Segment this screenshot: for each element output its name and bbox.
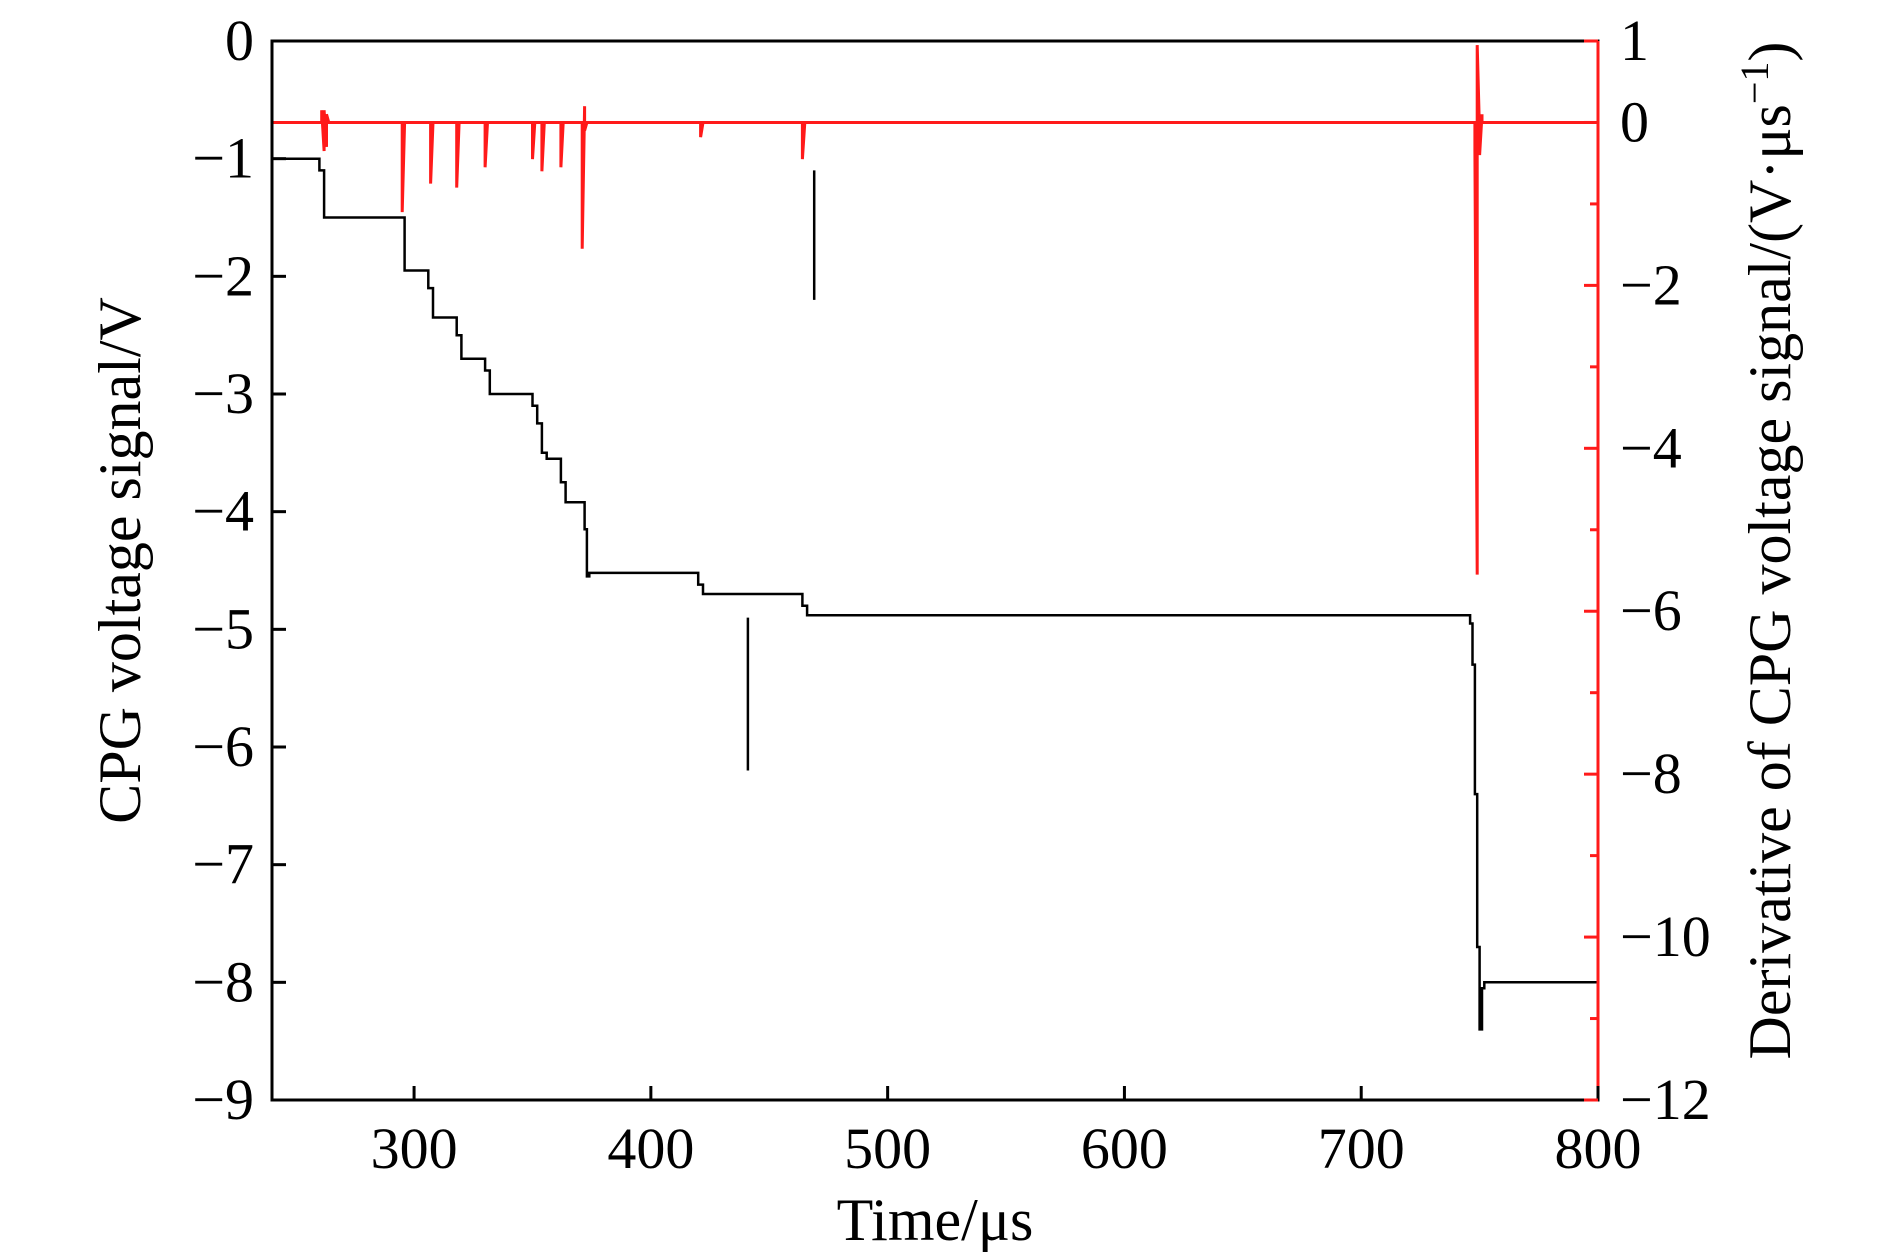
- y-right-axis-title: Derivative of CPG voltage signal/(V·μs−1…: [1732, 42, 1804, 1060]
- x-axis-title: Time/μs: [837, 1187, 1034, 1252]
- y-right-tick-label: −6: [1620, 578, 1682, 643]
- derivative-series-line: [272, 45, 1598, 575]
- y-left-axis-title: CPG voltage signal/V: [87, 297, 153, 824]
- y-left-tick-label: 0: [225, 8, 254, 73]
- y-right-tick-label: −10: [1620, 904, 1711, 969]
- y-left-tick-label: −2: [192, 243, 254, 308]
- plot-frame: [270, 39, 1600, 1102]
- y-right-tick-label: −8: [1620, 741, 1682, 806]
- y-left-tick-label: −7: [192, 832, 254, 897]
- y-left-tick-label: −8: [192, 949, 254, 1014]
- x-tick-label: 700: [1318, 1116, 1405, 1181]
- voltage-series-line: [272, 157, 1598, 1031]
- y-right-tick-label: −4: [1620, 415, 1682, 480]
- x-tick-label: 300: [371, 1116, 458, 1181]
- y-left-tick-label: −6: [192, 714, 254, 779]
- y-left-tick-label: −3: [192, 361, 254, 426]
- y-right-axis-title-close: ): [1737, 42, 1803, 62]
- x-tick-label: 600: [1081, 1116, 1168, 1181]
- x-tick-label: 500: [844, 1116, 931, 1181]
- y-right-axis-title-main: Derivative of CPG voltage signal/(V·μs: [1737, 104, 1803, 1059]
- y-right-tick-label: −12: [1620, 1067, 1711, 1132]
- y-axis-right: 1 0 −2 −4 −6 −8 −10 −12: [1584, 8, 1711, 1132]
- y-right-tick-label: −2: [1620, 252, 1682, 317]
- y-left-tick-label: −1: [192, 126, 254, 191]
- x-tick-label: 400: [607, 1116, 694, 1181]
- y-right-tick-label: 0: [1620, 89, 1649, 154]
- y-axis-left: 0 −1 −2 −3 −4 −5 −6 −7 −8 −9: [192, 8, 286, 1132]
- plot-series: [272, 45, 1598, 1031]
- y-left-tick-label: −4: [192, 479, 254, 544]
- y-right-axis-title-sup: −1: [1732, 62, 1777, 105]
- x-axis: 300 400 500 600 700 800: [371, 1086, 1642, 1181]
- y-left-tick-label: −5: [192, 596, 254, 661]
- y-right-tick-label: 1: [1620, 8, 1649, 73]
- x-tick-label: 800: [1555, 1116, 1642, 1181]
- y-left-tick-label: −9: [192, 1067, 254, 1132]
